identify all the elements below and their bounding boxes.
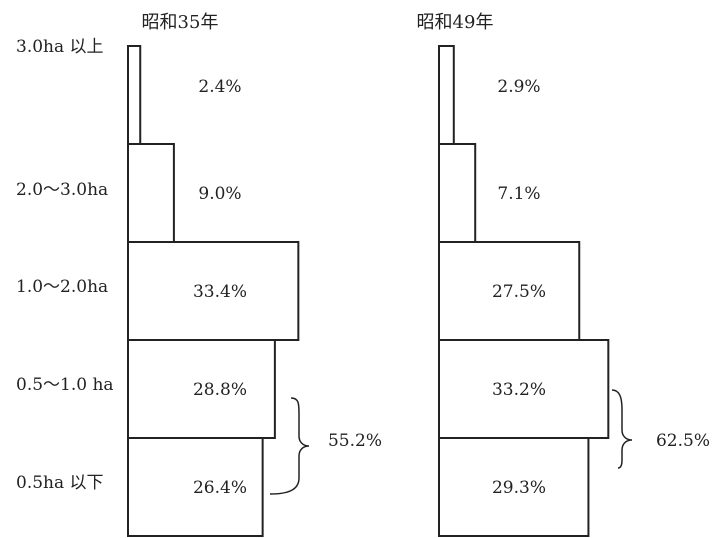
data-label: 2.9%	[497, 77, 540, 97]
series-title: 昭和49年	[417, 12, 494, 33]
bar	[127, 339, 276, 439]
data-label: 33.4%	[193, 282, 247, 302]
data-label: 27.5%	[492, 282, 546, 302]
bar	[127, 45, 142, 145]
bar	[438, 45, 455, 145]
category-label: 0.5〜1.0 ha	[16, 375, 114, 395]
data-label: 28.8%	[193, 380, 247, 400]
category-label: 2.0〜3.0ha	[16, 180, 108, 200]
bar	[127, 437, 264, 537]
bar	[127, 143, 175, 243]
data-label: 7.1%	[497, 184, 540, 204]
brace-total: 55.2%	[328, 431, 382, 451]
data-label: 29.3%	[492, 478, 546, 498]
data-label: 33.2%	[492, 380, 546, 400]
data-label: 26.4%	[193, 478, 247, 498]
bar	[127, 241, 300, 341]
category-label: 0.5ha 以下	[16, 473, 104, 493]
brace-total: 62.5%	[656, 431, 710, 451]
brace	[269, 397, 310, 495]
category-label: 1.0〜2.0ha	[16, 277, 108, 297]
series-title: 昭和35年	[142, 12, 219, 33]
brace	[611, 389, 633, 469]
data-label: 2.4%	[198, 77, 241, 97]
bar	[438, 143, 477, 243]
bar	[438, 437, 590, 537]
data-label: 9.0%	[198, 184, 241, 204]
category-label: 3.0ha 以上	[16, 37, 104, 57]
bar	[438, 241, 581, 341]
